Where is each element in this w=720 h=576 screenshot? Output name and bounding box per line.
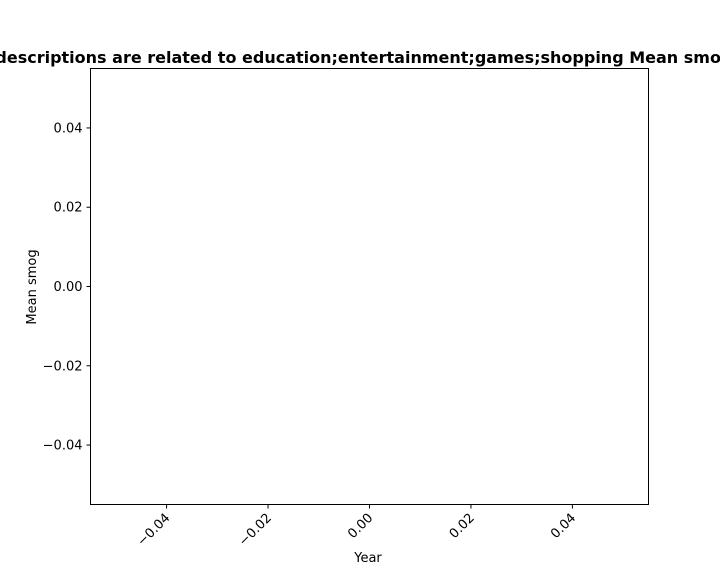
y-tick-label: 0.02 xyxy=(54,201,83,216)
x-tick-label: 0.04 xyxy=(548,511,579,542)
x-tick-label: −0.02 xyxy=(236,511,275,550)
x-tick-label: 0.00 xyxy=(345,511,376,542)
y-tick-label: −0.02 xyxy=(43,359,83,374)
plot-area xyxy=(90,68,649,505)
y-tick-label: −0.04 xyxy=(43,439,83,454)
x-tick-label: −0.04 xyxy=(135,511,174,550)
y-axis-label: Mean smog xyxy=(25,249,40,324)
x-axis-label: Year xyxy=(353,551,382,566)
x-tick-label: 0.02 xyxy=(447,511,478,542)
x-axis: −0.04 −0.02 0.00 0.02 0.04 xyxy=(135,504,579,550)
y-tick-label: 0.04 xyxy=(54,121,83,136)
y-tick-label: 0.00 xyxy=(54,280,83,295)
y-axis: 0.04 0.02 0.00 −0.02 −0.04 xyxy=(43,121,91,454)
chart-title: Mean smog for apps whose descriptions ar… xyxy=(0,48,720,67)
